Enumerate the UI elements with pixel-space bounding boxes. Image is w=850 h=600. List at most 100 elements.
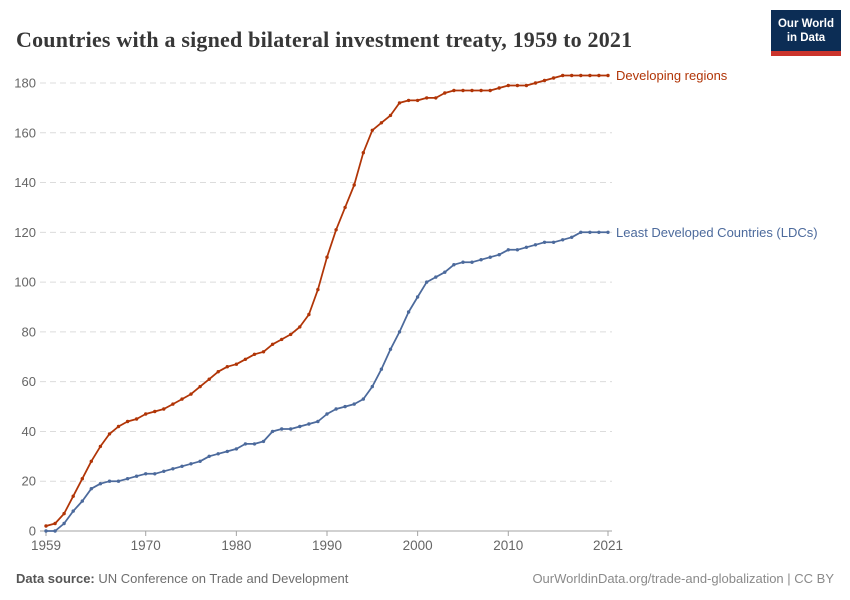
data-point-least-developed-countries-ldcs-1986 xyxy=(289,427,293,431)
data-point-developing-regions-1979 xyxy=(225,365,229,369)
data-point-least-developed-countries-ldcs-2015 xyxy=(551,240,556,244)
data-point-least-developed-countries-ldcs-1964 xyxy=(89,487,94,491)
data-point-least-developed-countries-ldcs-1983 xyxy=(261,439,266,444)
data-point-developing-regions-1965 xyxy=(98,444,103,449)
data-point-least-developed-countries-ldcs-2000 xyxy=(415,295,420,299)
data-point-least-developed-countries-ldcs-2011 xyxy=(515,248,520,252)
data-point-least-developed-countries-ldcs-1973 xyxy=(171,467,175,471)
data-point-least-developed-countries-ldcs-2012 xyxy=(524,245,529,249)
data-point-least-developed-countries-ldcs-1997 xyxy=(388,347,393,351)
owid-logo[interactable]: Our World in Data xyxy=(771,10,841,56)
data-point-developing-regions-1976 xyxy=(198,384,202,389)
chart-footer: Data source: UN Conference on Trade and … xyxy=(0,556,850,600)
series-line-developing-regions xyxy=(45,74,609,527)
data-point-developing-regions-2021 xyxy=(606,73,610,78)
data-source-value: UN Conference on Trade and Development xyxy=(94,570,349,586)
data-point-developing-regions-2013 xyxy=(533,81,538,85)
data-point-developing-regions-2014 xyxy=(542,78,547,83)
series-label-least-developed-countries-ldcs[interactable]: Least Developed Countries (LDCs) xyxy=(616,225,818,240)
data-point-developing-regions-1966 xyxy=(107,432,112,436)
data-point-least-developed-countries-ldcs-2016 xyxy=(561,238,565,242)
data-point-developing-regions-2000 xyxy=(415,98,420,103)
data-point-least-developed-countries-ldcs-2008 xyxy=(488,255,492,259)
data-point-developing-regions-1977 xyxy=(207,377,211,381)
data-point-least-developed-countries-ldcs-1976 xyxy=(198,459,202,463)
x-tick-label-2021: 2021 xyxy=(593,538,623,553)
data-point-least-developed-countries-ldcs-1959 xyxy=(44,529,48,533)
data-point-developing-regions-1972 xyxy=(162,407,166,411)
data-point-least-developed-countries-ldcs-2020 xyxy=(597,230,601,234)
data-point-least-developed-countries-ldcs-2001 xyxy=(425,280,429,284)
y-tick-label-40: 40 xyxy=(22,424,36,439)
data-point-developing-regions-1969 xyxy=(134,417,139,421)
data-source-label: Data source: xyxy=(16,570,95,586)
data-point-least-developed-countries-ldcs-1961 xyxy=(62,521,66,526)
data-point-developing-regions-2005 xyxy=(461,88,465,93)
data-point-developing-regions-1993 xyxy=(352,183,356,187)
data-point-developing-regions-1975 xyxy=(189,392,193,396)
data-point-developing-regions-1973 xyxy=(171,402,175,406)
data-point-developing-regions-2004 xyxy=(452,88,456,93)
data-point-least-developed-countries-ldcs-2005 xyxy=(461,260,465,264)
data-point-least-developed-countries-ldcs-1979 xyxy=(225,449,229,454)
data-point-least-developed-countries-ldcs-2017 xyxy=(570,235,574,239)
data-point-least-developed-countries-ldcs-1968 xyxy=(125,477,130,481)
data-point-developing-regions-1968 xyxy=(125,419,130,424)
data-point-least-developed-countries-ldcs-1999 xyxy=(406,310,411,314)
data-point-developing-regions-2016 xyxy=(561,73,565,78)
data-point-developing-regions-1992 xyxy=(343,205,347,210)
data-point-least-developed-countries-ldcs-1995 xyxy=(370,384,374,389)
data-point-least-developed-countries-ldcs-1981 xyxy=(243,442,248,446)
data-point-developing-regions-2006 xyxy=(470,88,474,93)
data-point-least-developed-countries-ldcs-1978 xyxy=(216,452,220,456)
y-tick-label-180: 180 xyxy=(14,76,36,91)
data-point-least-developed-countries-ldcs-1984 xyxy=(270,429,275,434)
data-point-least-developed-countries-ldcs-1987 xyxy=(298,424,302,429)
data-point-developing-regions-1984 xyxy=(270,342,275,346)
data-point-least-developed-countries-ldcs-1990 xyxy=(325,412,329,416)
y-tick-label-80: 80 xyxy=(22,324,36,339)
data-point-developing-regions-1996 xyxy=(379,121,384,125)
data-point-least-developed-countries-ldcs-1988 xyxy=(307,422,311,426)
x-tick-label-1980: 1980 xyxy=(221,538,251,553)
data-point-least-developed-countries-ldcs-2014 xyxy=(542,240,547,244)
data-point-least-developed-countries-ldcs-1969 xyxy=(134,474,139,478)
data-point-developing-regions-1998 xyxy=(397,101,402,105)
y-tick-label-20: 20 xyxy=(22,474,36,489)
data-point-developing-regions-1986 xyxy=(289,332,293,337)
x-tick-label-2000: 2000 xyxy=(403,538,433,553)
data-point-least-developed-countries-ldcs-2021 xyxy=(606,230,610,234)
data-point-least-developed-countries-ldcs-2018 xyxy=(579,230,583,234)
data-point-developing-regions-1974 xyxy=(180,397,184,401)
data-point-least-developed-countries-ldcs-1975 xyxy=(189,462,193,466)
data-point-developing-regions-2011 xyxy=(515,83,520,88)
data-point-least-developed-countries-ldcs-1977 xyxy=(207,454,211,458)
data-point-developing-regions-1959 xyxy=(44,524,48,528)
chart-title: Countries with a signed bilateral invest… xyxy=(16,26,633,52)
data-point-developing-regions-1964 xyxy=(89,459,94,463)
chart-plot-area: 0 20 40 60 80 100 120 140 160 180 1959 1970 1980 1990… xyxy=(14,68,818,553)
y-tick-label-160: 160 xyxy=(14,125,36,140)
series-label-developing-regions[interactable]: Developing regions xyxy=(616,68,728,83)
data-source-note: Data source: UN Conference on Trade and … xyxy=(16,571,348,586)
data-point-developing-regions-2010 xyxy=(506,83,510,88)
data-point-least-developed-countries-ldcs-1980 xyxy=(234,447,239,451)
data-point-least-developed-countries-ldcs-2009 xyxy=(497,253,501,257)
data-point-least-developed-countries-ldcs-1991 xyxy=(334,407,338,411)
data-point-developing-regions-2003 xyxy=(443,91,447,95)
data-point-developing-regions-1997 xyxy=(388,113,393,118)
data-point-developing-regions-1990 xyxy=(325,255,329,259)
data-point-least-developed-countries-ldcs-1998 xyxy=(397,330,402,334)
data-point-least-developed-countries-ldcs-2007 xyxy=(479,258,483,262)
data-point-developing-regions-1960 xyxy=(53,521,57,526)
data-point-least-developed-countries-ldcs-1962 xyxy=(71,509,75,513)
y-tick-label-100: 100 xyxy=(14,275,36,290)
data-point-least-developed-countries-ldcs-1989 xyxy=(316,419,320,424)
y-tick-label-0: 0 xyxy=(29,524,36,539)
owid-logo-line1: Our World xyxy=(777,18,834,30)
credit-link[interactable]: OurWorldinData.org/trade-and-globalizati… xyxy=(532,570,834,586)
data-point-developing-regions-1978 xyxy=(216,370,220,374)
data-point-developing-regions-1988 xyxy=(307,312,311,317)
data-point-least-developed-countries-ldcs-2019 xyxy=(588,230,592,234)
